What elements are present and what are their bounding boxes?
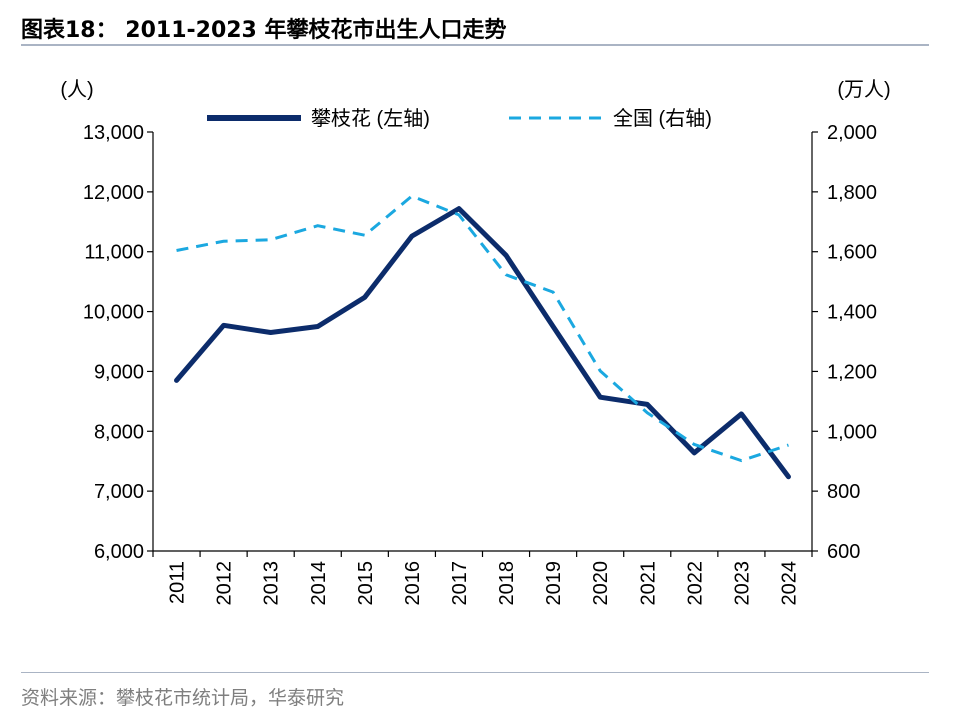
legend-label-panzhihua: 攀枝花 (左轴) (311, 107, 430, 130)
right-tick-label: 1,000 (827, 421, 877, 443)
right-tick-label: 600 (827, 541, 860, 563)
axes: 6,000 600 7,000 800 8,000 1,000 9,000 1,200 10,0… (83, 122, 877, 606)
right-tick-label: 800 (827, 481, 860, 503)
chart-title: 图表18： 2011-2023 年攀枝花市出生人口走势 (21, 18, 507, 43)
series-layer (174, 194, 791, 480)
left-tick-label: 11,000 (84, 242, 144, 264)
x-tick-label: 2015 (355, 561, 377, 606)
x-tick-label: 2011 (167, 561, 189, 604)
legend: 攀枝花 (左轴) 全国 (右轴) (207, 107, 712, 130)
right-tick-label: 1,600 (827, 242, 877, 264)
source-divider (21, 672, 929, 673)
x-tick-label: 2021 (637, 561, 659, 606)
x-tick-label: 2012 (214, 561, 236, 606)
x-tick-label: 2022 (684, 561, 706, 606)
right-tick-label: 1,200 (827, 361, 877, 383)
left-tick-label: 10,000 (83, 302, 144, 324)
left-tick-label: 7,000 (94, 481, 144, 503)
x-tick-label: 2018 (496, 561, 518, 606)
right-tick-label: 2,000 (827, 122, 877, 144)
x-tick-label: 2016 (402, 561, 424, 606)
x-tick-label: 2024 (778, 561, 800, 606)
source-note: 资料来源：攀枝花市统计局，华泰研究 (21, 687, 345, 709)
left-tick-label: 9,000 (94, 361, 144, 383)
left-tick-label: 8,000 (94, 421, 144, 443)
left-tick-label: 6,000 (94, 541, 144, 563)
x-tick-label: 2014 (308, 561, 330, 606)
legend-label-national: 全国 (右轴) (613, 107, 712, 130)
right-axis-unit: (万人) (837, 78, 890, 101)
title-divider (21, 44, 929, 46)
left-axis-unit: (人) (60, 78, 93, 101)
x-tick-label: 2020 (590, 561, 612, 606)
left-tick-label: 12,000 (83, 182, 144, 204)
right-tick-label: 1,400 (827, 302, 877, 324)
x-tick-label: 2023 (731, 561, 753, 606)
right-tick-label: 1,800 (827, 182, 877, 204)
series-line-panzhihua (174, 206, 791, 480)
series-line-national (176, 194, 789, 463)
x-tick-label: 2017 (449, 561, 471, 606)
left-tick-label: 13,000 (83, 122, 144, 144)
x-tick-label: 2013 (261, 561, 283, 606)
x-tick-label: 2019 (543, 561, 565, 606)
